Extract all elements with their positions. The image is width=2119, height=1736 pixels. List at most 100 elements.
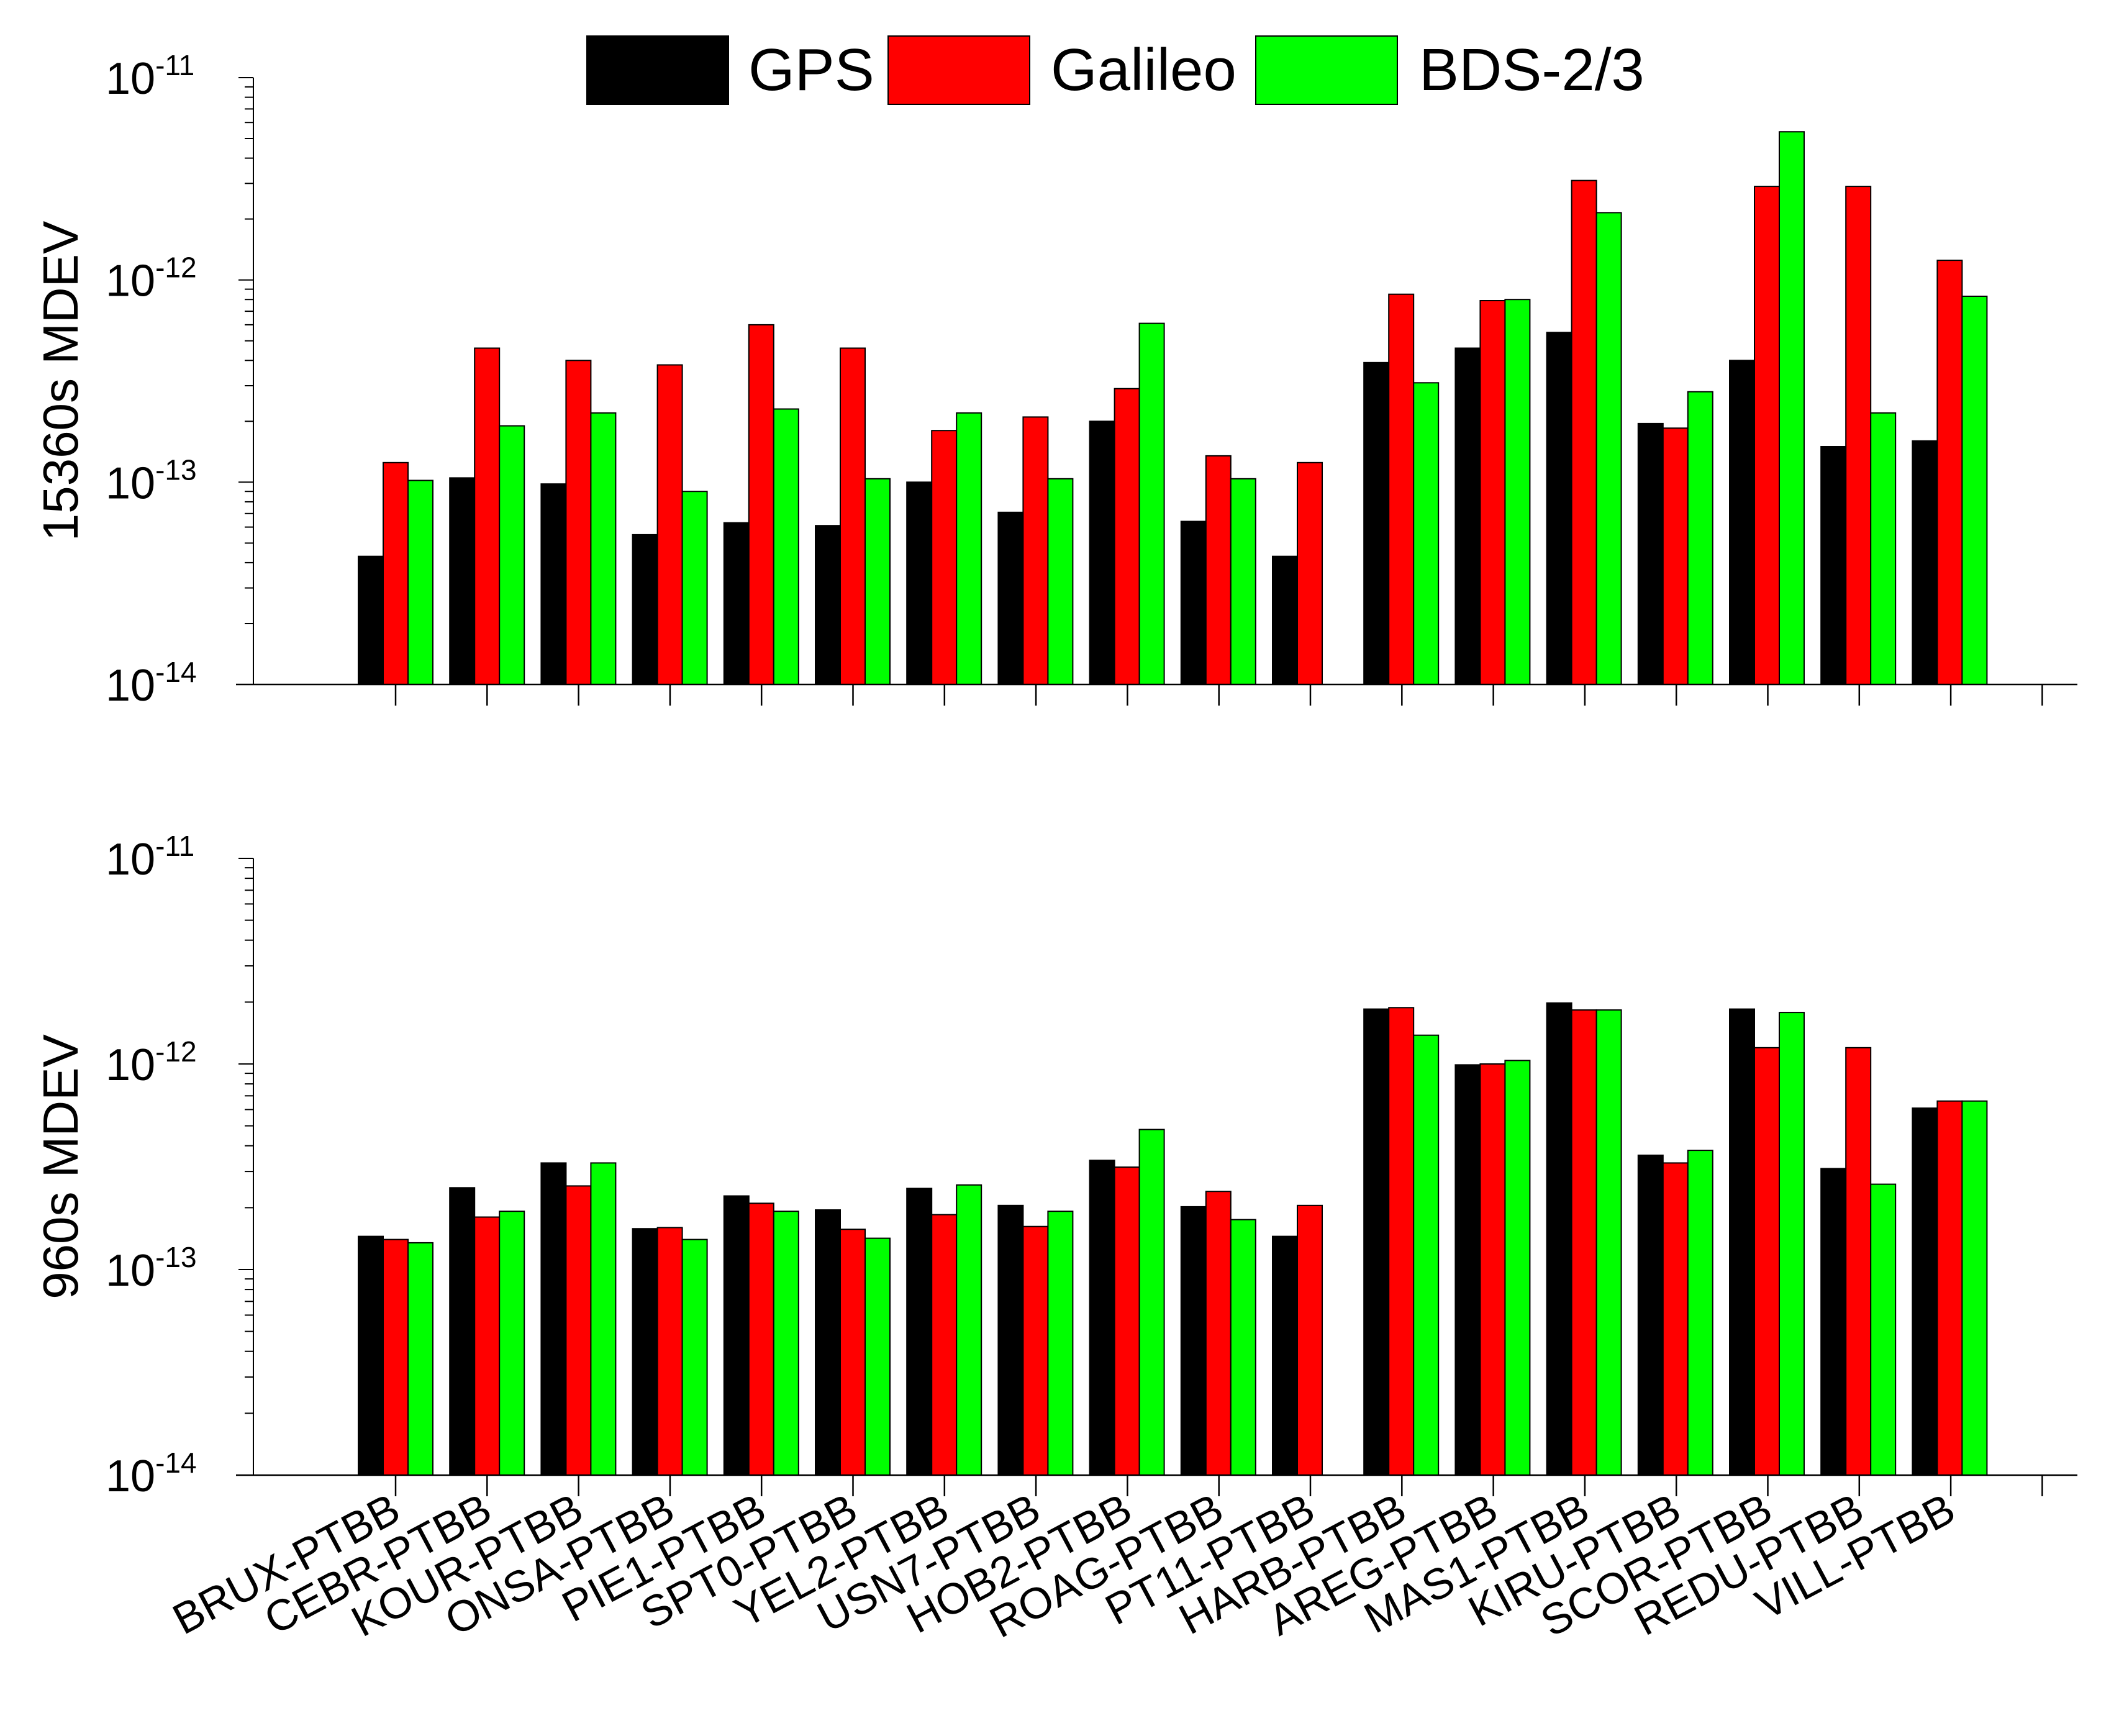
bar bbox=[864, 1237, 891, 1476]
bar bbox=[1363, 1008, 1390, 1476]
bar bbox=[956, 412, 982, 685]
y-axis-label: 960s MDEV bbox=[33, 1034, 88, 1299]
bar bbox=[1138, 1129, 1165, 1476]
bar bbox=[590, 1162, 617, 1476]
bar bbox=[773, 1211, 799, 1476]
bar bbox=[956, 1184, 982, 1476]
bar bbox=[748, 1202, 774, 1476]
bar bbox=[815, 525, 841, 686]
bar bbox=[1546, 332, 1572, 685]
bar bbox=[1504, 299, 1531, 685]
legend-swatch bbox=[1255, 35, 1398, 105]
bar bbox=[474, 347, 501, 685]
series-galileo bbox=[383, 180, 1963, 686]
bar bbox=[906, 1188, 933, 1476]
y-tick-label: 10-13 bbox=[106, 453, 197, 508]
bar bbox=[1870, 1183, 1897, 1476]
bar bbox=[931, 1214, 958, 1476]
bar bbox=[1297, 1204, 1323, 1476]
bar bbox=[1413, 1034, 1440, 1476]
bar bbox=[1047, 1211, 1074, 1476]
bar bbox=[1912, 440, 1938, 686]
series-bds-2-3 bbox=[407, 131, 1988, 685]
bar bbox=[1022, 416, 1049, 686]
bar bbox=[656, 1227, 683, 1476]
bar bbox=[1022, 1225, 1049, 1476]
bar bbox=[1820, 1168, 1847, 1476]
bar bbox=[1662, 427, 1689, 685]
bar bbox=[815, 1209, 841, 1476]
bar bbox=[681, 1238, 708, 1476]
bar bbox=[906, 481, 933, 685]
bar bbox=[864, 478, 891, 685]
bar bbox=[1138, 322, 1165, 685]
y-tick-label: 10-11 bbox=[106, 830, 194, 884]
bar bbox=[1845, 1047, 1872, 1476]
bar bbox=[1936, 260, 1963, 686]
bar bbox=[1662, 1162, 1689, 1476]
bar bbox=[1687, 1150, 1713, 1476]
series-gps bbox=[358, 332, 1938, 686]
bar bbox=[723, 522, 750, 685]
bar bbox=[1961, 296, 1988, 685]
y-tick-label: 10-12 bbox=[106, 1035, 197, 1090]
bar bbox=[1820, 446, 1847, 685]
bar bbox=[1047, 478, 1074, 685]
bar bbox=[1272, 1235, 1298, 1476]
bar bbox=[1729, 360, 1755, 685]
bar bbox=[1114, 1166, 1140, 1476]
bar bbox=[1297, 461, 1323, 685]
bar bbox=[1479, 1063, 1506, 1476]
bar bbox=[1388, 1007, 1415, 1476]
bar bbox=[565, 360, 592, 685]
legend-label: BDS-2/3 bbox=[1419, 37, 1645, 103]
legend-swatch bbox=[586, 35, 729, 105]
bar bbox=[565, 1185, 592, 1476]
bar bbox=[1363, 361, 1390, 685]
series-bds-2-3 bbox=[407, 1009, 1988, 1476]
bar bbox=[1779, 1012, 1805, 1476]
panel-top: 10-11 10-12 10-13 10-14 15360s MDEV bbox=[33, 49, 2077, 711]
bar bbox=[723, 1195, 750, 1476]
bar bbox=[1454, 347, 1481, 685]
bar bbox=[1272, 555, 1298, 686]
legend-label: GPS bbox=[748, 37, 874, 103]
bar bbox=[358, 555, 384, 686]
bar bbox=[1205, 1191, 1232, 1476]
bar bbox=[499, 1211, 525, 1476]
bar bbox=[407, 1242, 433, 1476]
y-axis-label: 15360s MDEV bbox=[33, 220, 88, 541]
bar bbox=[1454, 1064, 1481, 1476]
y-tick-label: 10-14 bbox=[106, 1447, 197, 1501]
bar bbox=[1546, 1002, 1572, 1476]
bar bbox=[383, 461, 409, 685]
bar bbox=[632, 534, 658, 686]
category-labels: BRUX-PTBBCEBR-PTBBKOUR-PTBBONSA-PTBBPIE1… bbox=[165, 1484, 1962, 1647]
bar bbox=[1754, 186, 1780, 686]
bar bbox=[1114, 388, 1140, 685]
bar bbox=[997, 511, 1024, 685]
y-tick-label: 10-13 bbox=[106, 1241, 197, 1296]
series-gps bbox=[358, 1002, 1938, 1476]
bar bbox=[773, 408, 799, 685]
bar bbox=[499, 425, 525, 685]
bar bbox=[1754, 1047, 1780, 1476]
bar bbox=[1779, 131, 1805, 685]
bar bbox=[449, 477, 476, 686]
bar bbox=[1180, 520, 1207, 685]
series-galileo bbox=[383, 1007, 1963, 1476]
bar bbox=[1479, 300, 1506, 685]
bar bbox=[681, 491, 708, 685]
bar bbox=[1936, 1100, 1963, 1476]
bar bbox=[1595, 1009, 1622, 1476]
bar bbox=[1637, 1154, 1664, 1476]
bar bbox=[1205, 455, 1232, 686]
bar bbox=[1870, 412, 1897, 685]
bar bbox=[1230, 1219, 1256, 1476]
bar bbox=[1687, 391, 1713, 685]
bar bbox=[1413, 382, 1440, 685]
bar bbox=[840, 1229, 866, 1476]
bar bbox=[1089, 1160, 1115, 1476]
bar bbox=[1571, 1009, 1597, 1476]
bar bbox=[407, 479, 433, 685]
